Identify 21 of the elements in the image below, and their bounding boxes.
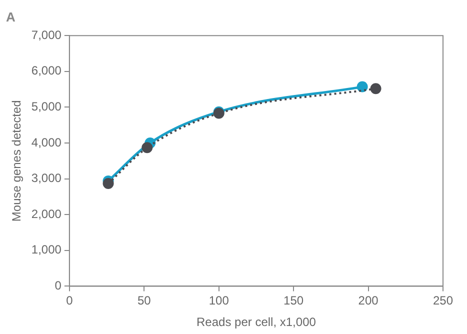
point — [370, 83, 382, 94]
x-tick-label: 250 — [432, 294, 454, 308]
x-tick-label: 100 — [208, 294, 230, 308]
x-tick-label: 150 — [284, 294, 304, 308]
y-tick-label: 6,000 — [31, 64, 62, 78]
point — [142, 142, 153, 154]
y-tick-label: 2,000 — [31, 206, 62, 221]
y-tick-label: 5,000 — [31, 100, 62, 114]
y-tick-label: 0 — [54, 278, 62, 293]
point — [102, 178, 114, 189]
y-tick-label: 7,000 — [31, 28, 62, 42]
chart-title: A — [6, 9, 16, 24]
x-tick-label: 200 — [358, 294, 379, 308]
x-tick-label: 0 — [66, 294, 74, 308]
y-tick-label: 1,000 — [31, 242, 62, 257]
x-tick-label: 50 — [137, 294, 152, 308]
y-tick-label: 3,000 — [31, 171, 62, 186]
y-axis-title: Mouse genes detected — [10, 100, 24, 222]
x-axis-title: Reads per cell, x1,000 — [196, 315, 316, 330]
point — [356, 81, 368, 92]
y-tick-label: 4,000 — [31, 135, 62, 150]
